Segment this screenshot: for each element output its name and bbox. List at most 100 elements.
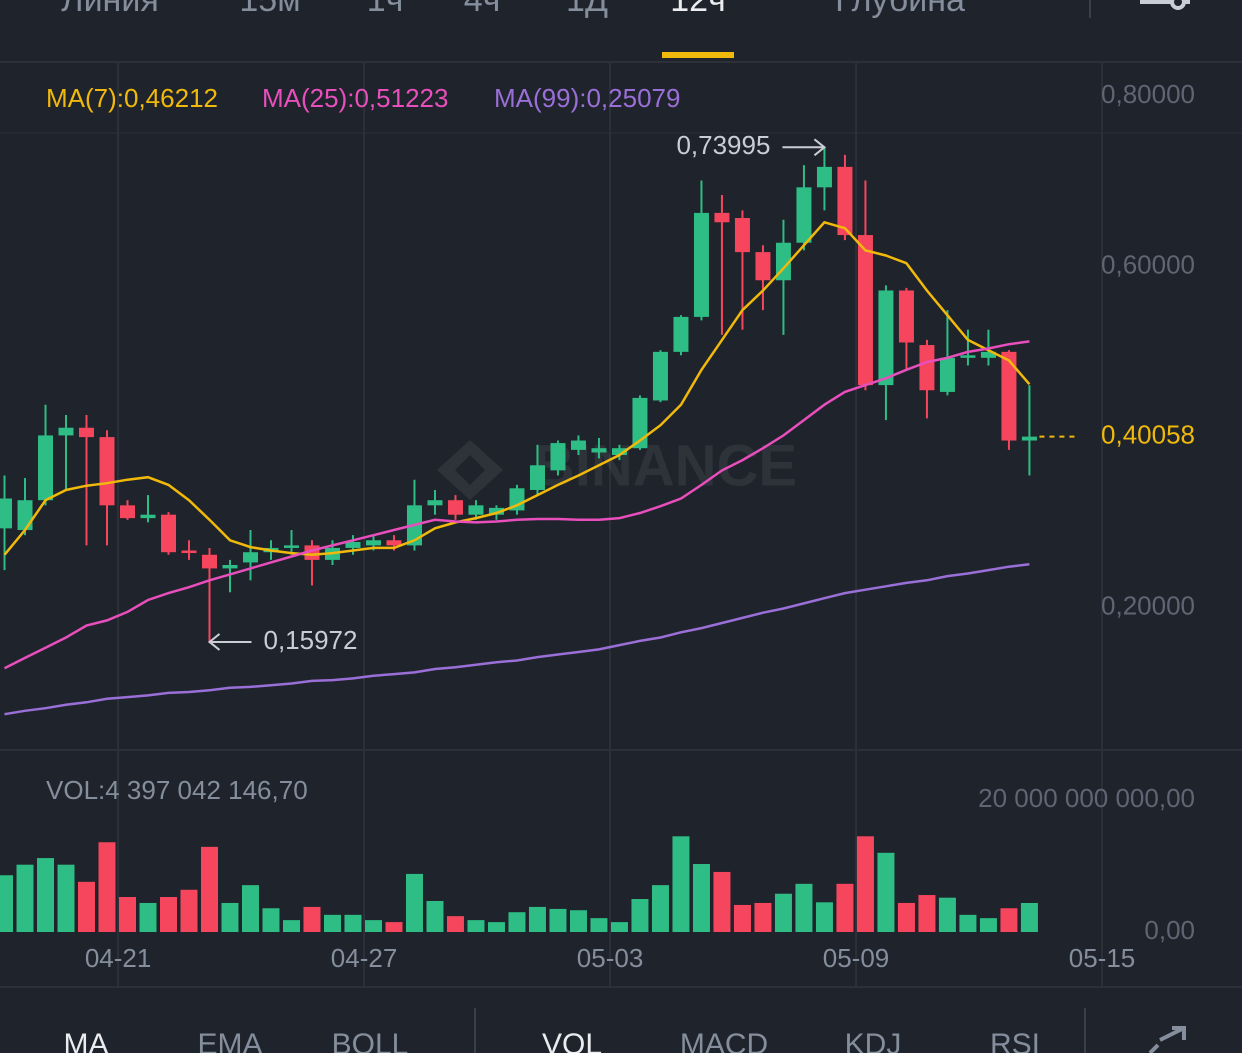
moving-average-line	[3, 220, 1031, 557]
timeframe-tab[interactable]: 1Д	[566, 0, 608, 19]
sub-indicator-tab[interactable]: KDJ	[845, 1028, 902, 1053]
annotation-label: 0,15972	[263, 625, 357, 655]
candle-body	[919, 345, 935, 391]
candle-body	[837, 166, 853, 236]
volume-bar	[467, 920, 485, 932]
candle-body	[345, 541, 361, 548]
candle-body	[796, 187, 812, 243]
candle-body	[1021, 436, 1037, 441]
timeframe-tab[interactable]: 1ч	[367, 0, 404, 19]
watermark-logo	[437, 440, 503, 500]
candle-body	[120, 505, 136, 519]
volume-bar	[815, 902, 833, 932]
volume-bar	[508, 912, 526, 932]
candle-body	[488, 507, 504, 515]
current-price-label: 0,40058	[1101, 419, 1195, 449]
candle-body	[652, 351, 668, 401]
volume-bar	[0, 875, 14, 932]
candle-body	[529, 465, 545, 490]
volume-bar	[16, 864, 34, 932]
candle-body	[468, 505, 484, 515]
candle-body	[447, 500, 463, 515]
sub-indicator-tab[interactable]: MACD	[680, 1028, 768, 1053]
x-tick-label: 04-21	[85, 943, 152, 973]
candle-body	[79, 427, 95, 438]
volume-bar	[446, 916, 464, 932]
indicator-tab[interactable]: EMA	[197, 1028, 262, 1053]
x-tick-label: 05-15	[1069, 943, 1136, 973]
candle-body	[283, 545, 299, 548]
candle-body	[898, 290, 914, 343]
timeframe-tab[interactable]: 15м	[239, 0, 300, 19]
volume-bar	[426, 900, 444, 932]
expand-icon[interactable]	[1148, 1026, 1186, 1053]
candle-body	[960, 355, 976, 358]
candle-body	[591, 448, 607, 453]
candle-body	[58, 427, 74, 436]
candle-body	[242, 552, 258, 563]
volume-bar	[774, 893, 792, 932]
volume-legend: VOL:4 397 042 146,70	[46, 775, 308, 805]
timeframe-tab[interactable]: 12ч	[670, 0, 726, 19]
candle-body	[673, 316, 689, 352]
x-tick-label: 05-09	[823, 943, 890, 973]
volume-bar	[528, 906, 546, 932]
candle-body	[632, 397, 648, 449]
volume-bar	[405, 873, 423, 932]
candle-body	[222, 564, 238, 569]
candle-body	[939, 357, 955, 392]
volume-bar	[262, 908, 280, 932]
candle-body	[427, 500, 443, 506]
volume-bar	[918, 895, 936, 932]
candle-body	[181, 550, 197, 554]
candle-body	[611, 448, 627, 456]
volume-tick-label: 0,00	[1144, 915, 1195, 945]
moving-average-line	[4, 563, 1030, 716]
annotation-label: 0,73995	[676, 130, 770, 160]
sub-indicator-tab[interactable]: VOL	[542, 1028, 602, 1053]
y-tick-label: 0,60000	[1101, 249, 1195, 279]
volume-bar	[282, 920, 300, 932]
timeframe-tab[interactable]: Линия	[61, 0, 158, 19]
volume-bar	[795, 883, 813, 932]
x-tick-label: 04-27	[331, 943, 398, 973]
candle-body	[17, 500, 33, 531]
candle-body	[693, 212, 709, 317]
timeframe-tab[interactable]: 4ч	[464, 0, 501, 19]
candle-body	[509, 488, 525, 511]
volume-bar	[549, 908, 567, 932]
volume-bar	[1000, 908, 1018, 932]
settings-icon[interactable]	[1140, 0, 1190, 10]
candle-body	[38, 435, 54, 501]
indicator-tab[interactable]: MA	[64, 1028, 109, 1053]
volume-bar	[221, 902, 239, 932]
candle-body	[857, 235, 873, 386]
volume-bar	[651, 885, 669, 932]
candle-body	[99, 437, 115, 506]
volume-bar	[1020, 902, 1038, 932]
volume-bar	[836, 883, 854, 932]
candle-body	[160, 514, 176, 553]
legend-entry: MA(7):0,46212	[46, 83, 218, 113]
volume-bar	[159, 897, 177, 932]
legend-entry: MA(25):0,51223	[262, 83, 448, 113]
candle-body	[755, 252, 771, 281]
volume-bar	[610, 922, 628, 932]
timeframe-tab[interactable]: Глубина	[835, 0, 965, 19]
volume-bar	[487, 922, 505, 932]
volume-bar	[119, 897, 137, 932]
volume-bar	[713, 871, 731, 932]
volume-bar	[303, 906, 321, 932]
active-tab-indicator	[662, 52, 734, 58]
y-tick-label: 0,20000	[1101, 591, 1195, 621]
volume-bar	[78, 881, 96, 932]
candle-body	[980, 351, 996, 358]
volume-bar	[364, 920, 382, 932]
volume-bar	[37, 858, 55, 932]
indicator-tab[interactable]: BOLL	[332, 1028, 409, 1053]
volume-bar	[856, 836, 874, 932]
sub-indicator-tab[interactable]: RSI	[990, 1028, 1040, 1053]
volume-bar	[385, 922, 403, 932]
y-tick-label: 0,80000	[1101, 79, 1195, 109]
